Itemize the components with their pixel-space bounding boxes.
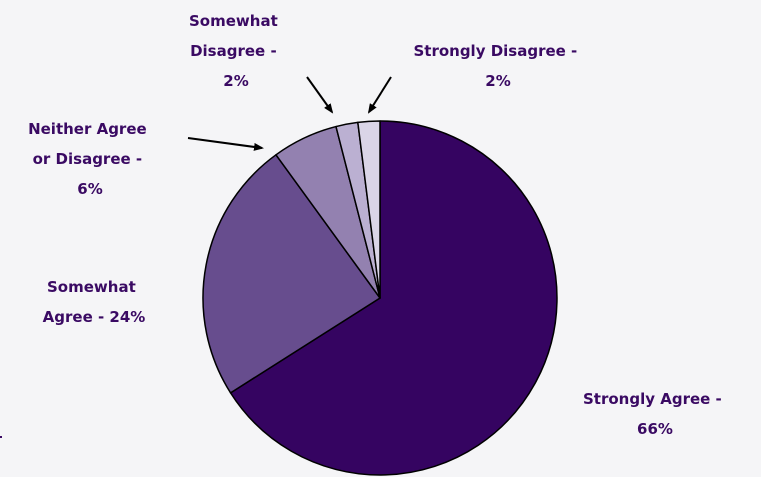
- label-strongly-disagree: Strongly Disagree - 2%: [413, 42, 582, 90]
- pie-slice-strongly-agree: [229, 120, 558, 476]
- label-strongly-agree: Strongly Agree - 66%: [583, 390, 727, 438]
- label-neither: Neither Agree or Disagree - 6%: [28, 120, 152, 198]
- arrow-neither: [187, 137, 264, 151]
- label-somewhat-disagree: Somewhat Disagree - 2%: [189, 12, 283, 90]
- arrow-somewhat-disagree: [306, 76, 334, 114]
- pie-slice-somewhat-agree: [202, 154, 381, 394]
- pie-slices: [202, 120, 558, 476]
- pie-slice-strongly-disagree: [357, 120, 381, 299]
- label-arrows: [187, 76, 392, 151]
- slice-labels: Strongly Agree - 66% Somewhat Agree - 24…: [28, 12, 727, 438]
- arrow-strongly-disagree: [367, 76, 392, 114]
- label-somewhat-agree: Somewhat Agree - 24%: [43, 278, 146, 326]
- stray-dot: [0, 436, 2, 438]
